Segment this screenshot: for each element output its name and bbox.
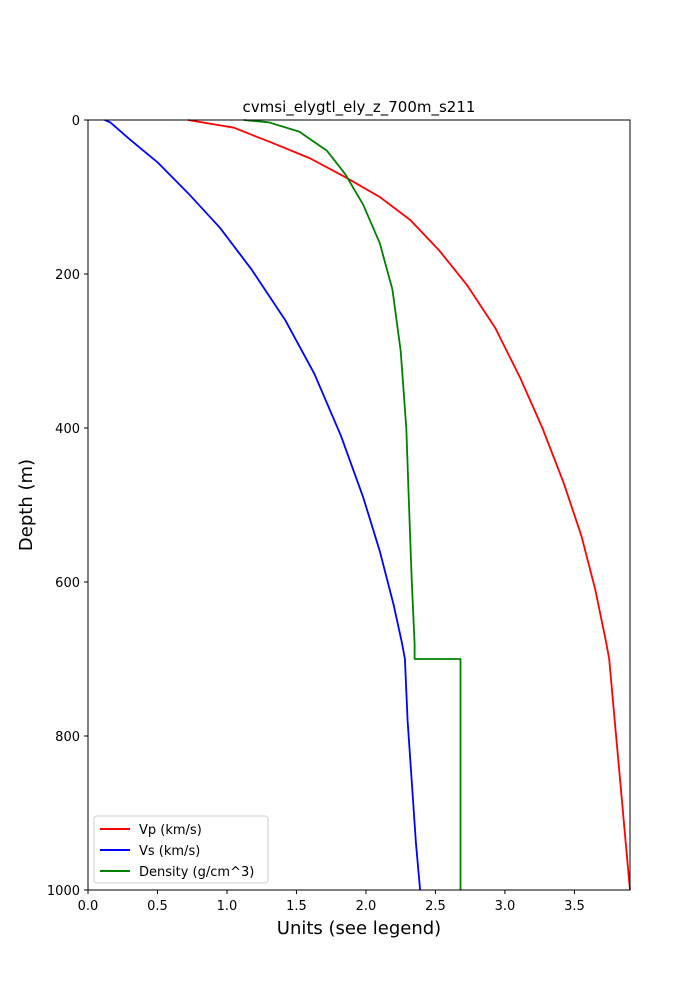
y-tick-label: 1000: [47, 884, 80, 899]
legend-box: [93, 815, 269, 884]
y-tick-label: 200: [55, 268, 80, 283]
series-line-1: [104, 119, 421, 891]
y-tick-label: 400: [55, 422, 80, 437]
legend: Vp (km/s) Vs (km/s) Density (g/cm^3): [93, 815, 269, 884]
y-axis-label: Depth (m): [16, 459, 37, 551]
series-layer: [104, 119, 631, 891]
x-tick-label: 0.5: [147, 899, 168, 914]
x-tick-label: 1.5: [286, 899, 307, 914]
series-line-0: [187, 119, 631, 891]
legend-entry-2: Density (g/cm^3): [139, 865, 254, 880]
plot-frame: [87, 119, 631, 891]
series-line-2: [243, 119, 462, 890]
x-tick-label: 1.0: [217, 899, 238, 914]
y-tick-label: 0: [72, 114, 80, 129]
legend-entry-0: Vp (km/s): [139, 823, 202, 838]
y-tick-label: 800: [55, 730, 80, 745]
x-tick-label: 3.0: [495, 899, 516, 914]
chart-title: cvmsi_elygtl_ely_z_700m_s211: [243, 98, 476, 117]
x-tick-label: 3.5: [564, 899, 585, 914]
y-tick-label: 600: [55, 576, 80, 591]
x-tick-label: 2.5: [425, 899, 446, 914]
legend-entry-1: Vs (km/s): [139, 844, 200, 859]
x-tick-label: 2.0: [356, 899, 377, 914]
ticks-layer: 0.0 0.5 1.0 1.5 2.0 2.5 3.0 3.5 0 200 400 600 800 100…: [47, 114, 585, 914]
x-axis-label: Units (see legend): [277, 918, 441, 939]
x-tick-label: 0.0: [78, 899, 99, 914]
